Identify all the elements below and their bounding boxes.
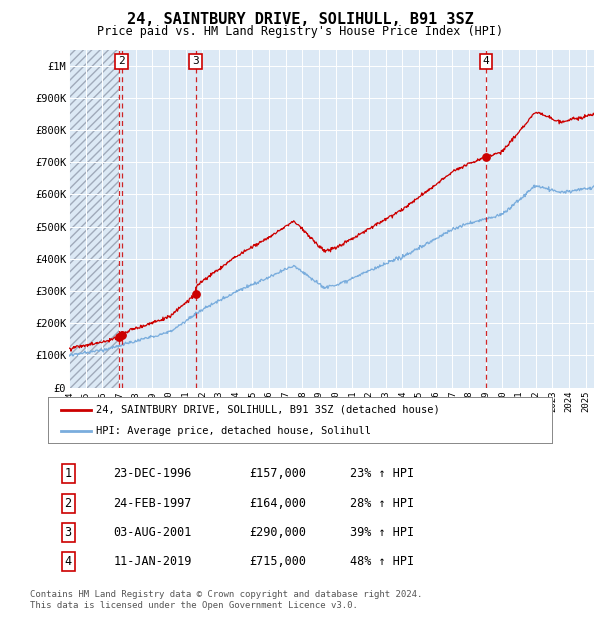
Text: 03-AUG-2001: 03-AUG-2001 [113, 526, 192, 539]
Text: £715,000: £715,000 [250, 556, 307, 569]
Text: 11-JAN-2019: 11-JAN-2019 [113, 556, 192, 569]
Text: 48% ↑ HPI: 48% ↑ HPI [350, 556, 415, 569]
Text: 2: 2 [118, 56, 125, 66]
Text: 24, SAINTBURY DRIVE, SOLIHULL, B91 3SZ: 24, SAINTBURY DRIVE, SOLIHULL, B91 3SZ [127, 12, 473, 27]
Text: 24-FEB-1997: 24-FEB-1997 [113, 497, 192, 510]
Point [114, 332, 124, 342]
Bar [69, 50, 119, 388]
Text: 3: 3 [65, 526, 72, 539]
Text: 28% ↑ HPI: 28% ↑ HPI [350, 497, 415, 510]
Text: HPI: Average price, detached house, Solihull: HPI: Average price, detached house, Soli… [96, 426, 371, 436]
Text: 23% ↑ HPI: 23% ↑ HPI [350, 467, 415, 481]
Point [191, 289, 200, 299]
Point [481, 153, 491, 162]
Text: 39% ↑ HPI: 39% ↑ HPI [350, 526, 415, 539]
Text: Contains HM Land Registry data © Crown copyright and database right 2024.
This d: Contains HM Land Registry data © Crown c… [30, 590, 422, 609]
Text: 24, SAINTBURY DRIVE, SOLIHULL, B91 3SZ (detached house): 24, SAINTBURY DRIVE, SOLIHULL, B91 3SZ (… [96, 405, 440, 415]
Text: 2: 2 [65, 497, 72, 510]
Text: £290,000: £290,000 [250, 526, 307, 539]
Point [116, 330, 127, 340]
Text: £164,000: £164,000 [250, 497, 307, 510]
Text: 4: 4 [483, 56, 490, 66]
Text: 4: 4 [65, 556, 72, 569]
Text: Price paid vs. HM Land Registry's House Price Index (HPI): Price paid vs. HM Land Registry's House … [97, 25, 503, 38]
Text: £157,000: £157,000 [250, 467, 307, 481]
Text: 23-DEC-1996: 23-DEC-1996 [113, 467, 192, 481]
Text: 1: 1 [65, 467, 72, 481]
Text: 3: 3 [192, 56, 199, 66]
